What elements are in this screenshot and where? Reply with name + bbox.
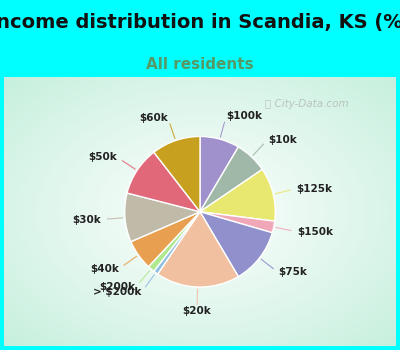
Text: Income distribution in Scandia, KS (%): Income distribution in Scandia, KS (%): [0, 13, 400, 32]
Wedge shape: [200, 212, 272, 276]
FancyBboxPatch shape: [4, 77, 396, 346]
Text: Ⓜ City-Data.com: Ⓜ City-Data.com: [265, 99, 349, 108]
Text: $125k: $125k: [296, 184, 332, 194]
Wedge shape: [148, 212, 200, 271]
Text: $40k: $40k: [90, 264, 119, 274]
Text: $150k: $150k: [297, 227, 333, 237]
Wedge shape: [131, 212, 200, 267]
Text: $100k: $100k: [226, 111, 262, 121]
Wedge shape: [158, 212, 238, 287]
Text: $30k: $30k: [72, 215, 101, 224]
Text: $10k: $10k: [268, 134, 296, 145]
Text: $200k: $200k: [100, 282, 136, 292]
Wedge shape: [200, 147, 262, 212]
Wedge shape: [154, 212, 200, 274]
Text: $75k: $75k: [278, 267, 307, 278]
Wedge shape: [125, 193, 200, 242]
Text: $50k: $50k: [88, 152, 117, 162]
Text: $20k: $20k: [182, 306, 211, 316]
Wedge shape: [200, 136, 238, 212]
Wedge shape: [200, 169, 275, 221]
Wedge shape: [127, 152, 200, 212]
Text: > $200k: > $200k: [93, 287, 142, 297]
Text: $60k: $60k: [139, 113, 168, 123]
Text: All residents: All residents: [146, 57, 254, 72]
Wedge shape: [154, 136, 200, 212]
Wedge shape: [200, 212, 275, 233]
